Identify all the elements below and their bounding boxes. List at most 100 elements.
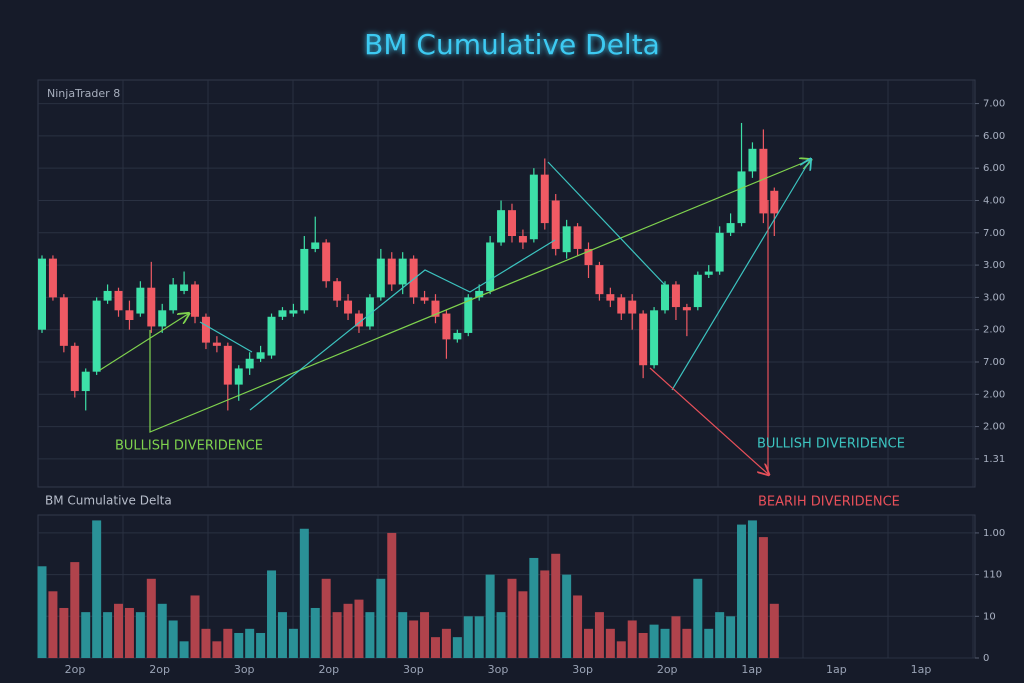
delta-bar xyxy=(277,612,287,658)
x-tick-label: 2op xyxy=(318,663,339,676)
delta-bar xyxy=(758,537,768,658)
y-tick-label: 6.00 xyxy=(983,163,1005,174)
delta-bar xyxy=(223,628,233,658)
delta-bar xyxy=(343,603,353,658)
x-tick-label: 3op xyxy=(488,663,509,676)
delta-bar xyxy=(747,520,757,658)
delta-bar xyxy=(627,620,637,658)
candle-body xyxy=(682,307,691,311)
delta-bar xyxy=(376,578,386,658)
y-tick-label: 2.00 xyxy=(983,389,1005,400)
y-tick-label: 3.00 xyxy=(983,292,1005,303)
candle-body xyxy=(289,310,298,314)
candle-body xyxy=(518,236,527,243)
y-tick-label: 7.00 xyxy=(983,228,1005,239)
delta-bar xyxy=(81,612,91,658)
delta-bar xyxy=(146,578,156,658)
delta-bar xyxy=(605,628,615,658)
candle-body xyxy=(409,258,418,298)
candle-body xyxy=(234,368,243,385)
delta-panel xyxy=(37,514,976,659)
x-tick-label: 1ap xyxy=(741,663,762,676)
delta-bar xyxy=(267,570,277,658)
delta-bar xyxy=(562,574,572,658)
delta-bar xyxy=(704,628,714,658)
candle-body xyxy=(540,174,549,224)
delta-bar xyxy=(430,637,440,658)
delta-bar xyxy=(59,607,69,658)
x-tick-label: 3op xyxy=(403,663,424,676)
trend-line xyxy=(649,367,768,474)
y-tick-label: 110 xyxy=(983,570,1002,581)
candle-body xyxy=(486,242,495,291)
y-tick-label: 0 xyxy=(983,653,989,664)
candle-body xyxy=(529,174,538,240)
candle-body xyxy=(191,284,200,317)
candle-body xyxy=(256,352,265,359)
delta-bar xyxy=(190,595,200,658)
candle-body xyxy=(376,258,385,298)
candle-body xyxy=(103,290,112,301)
delta-bar xyxy=(321,578,331,658)
marks: 7.00 6.00 6.00 4.00 7.00 3.00 3.00 2.00 7.00 2.00… xyxy=(37,99,1005,676)
candle-body xyxy=(464,297,473,333)
candle-body xyxy=(114,290,123,311)
x-tick-label: 2op xyxy=(149,663,170,676)
candle-body xyxy=(365,297,374,327)
delta-bar xyxy=(387,532,397,658)
trend-line xyxy=(547,161,666,286)
delta-bar xyxy=(660,628,670,658)
candle-body xyxy=(661,284,670,311)
candle-body xyxy=(573,226,582,249)
delta-bar xyxy=(529,557,539,658)
candle-body xyxy=(639,313,648,366)
delta-bar xyxy=(452,637,462,658)
y-tick-label: 1.31 xyxy=(983,454,1005,465)
candle-body xyxy=(311,242,320,249)
candle-body xyxy=(125,310,134,321)
y-tick-label: 6.00 xyxy=(983,131,1005,142)
x-tick-label: 3op xyxy=(234,663,255,676)
trend-line xyxy=(149,160,810,433)
candle-body xyxy=(726,223,735,233)
delta-bar xyxy=(441,628,451,658)
annotation-lines xyxy=(99,160,810,474)
x-tick-label: 1ap xyxy=(911,663,932,676)
delta-bar xyxy=(168,620,178,658)
candle-body xyxy=(715,232,724,272)
delta-bar xyxy=(682,628,692,658)
x-tick-label: 3op xyxy=(572,663,593,676)
delta-bar xyxy=(124,607,134,658)
page-title: BM Cumulative Delta xyxy=(364,28,660,61)
trend-line xyxy=(671,160,810,391)
candle-body xyxy=(48,258,57,298)
delta-bar xyxy=(114,603,124,658)
annotation: BULLISH DIVERIDENCE xyxy=(115,439,263,454)
candle-body xyxy=(245,358,254,369)
y-tick-label: 2.00 xyxy=(983,422,1005,433)
candle-body xyxy=(693,274,702,308)
delta-bar xyxy=(365,612,375,658)
delta-bar xyxy=(288,628,298,658)
delta-bar xyxy=(737,524,747,658)
candle-body xyxy=(759,148,768,214)
trend-line xyxy=(99,314,188,371)
delta-bar xyxy=(103,612,113,658)
delta-bar xyxy=(157,603,167,658)
delta-bar xyxy=(299,528,309,658)
candle-body xyxy=(431,300,440,317)
candle-body xyxy=(606,294,615,301)
delta-bar xyxy=(463,616,473,658)
y-tick-label: 7.00 xyxy=(983,357,1005,368)
delta-bar xyxy=(726,616,736,658)
candle-body xyxy=(81,371,90,392)
trend-line xyxy=(199,321,253,353)
y-tick-label: 1.00 xyxy=(983,528,1005,539)
delta-bar xyxy=(507,578,517,658)
delta-bar xyxy=(715,612,725,658)
delta-bar xyxy=(420,612,430,658)
candle-body xyxy=(322,242,331,282)
candle-body xyxy=(442,313,451,340)
delta-bar xyxy=(551,553,561,658)
candle-body xyxy=(628,300,637,314)
